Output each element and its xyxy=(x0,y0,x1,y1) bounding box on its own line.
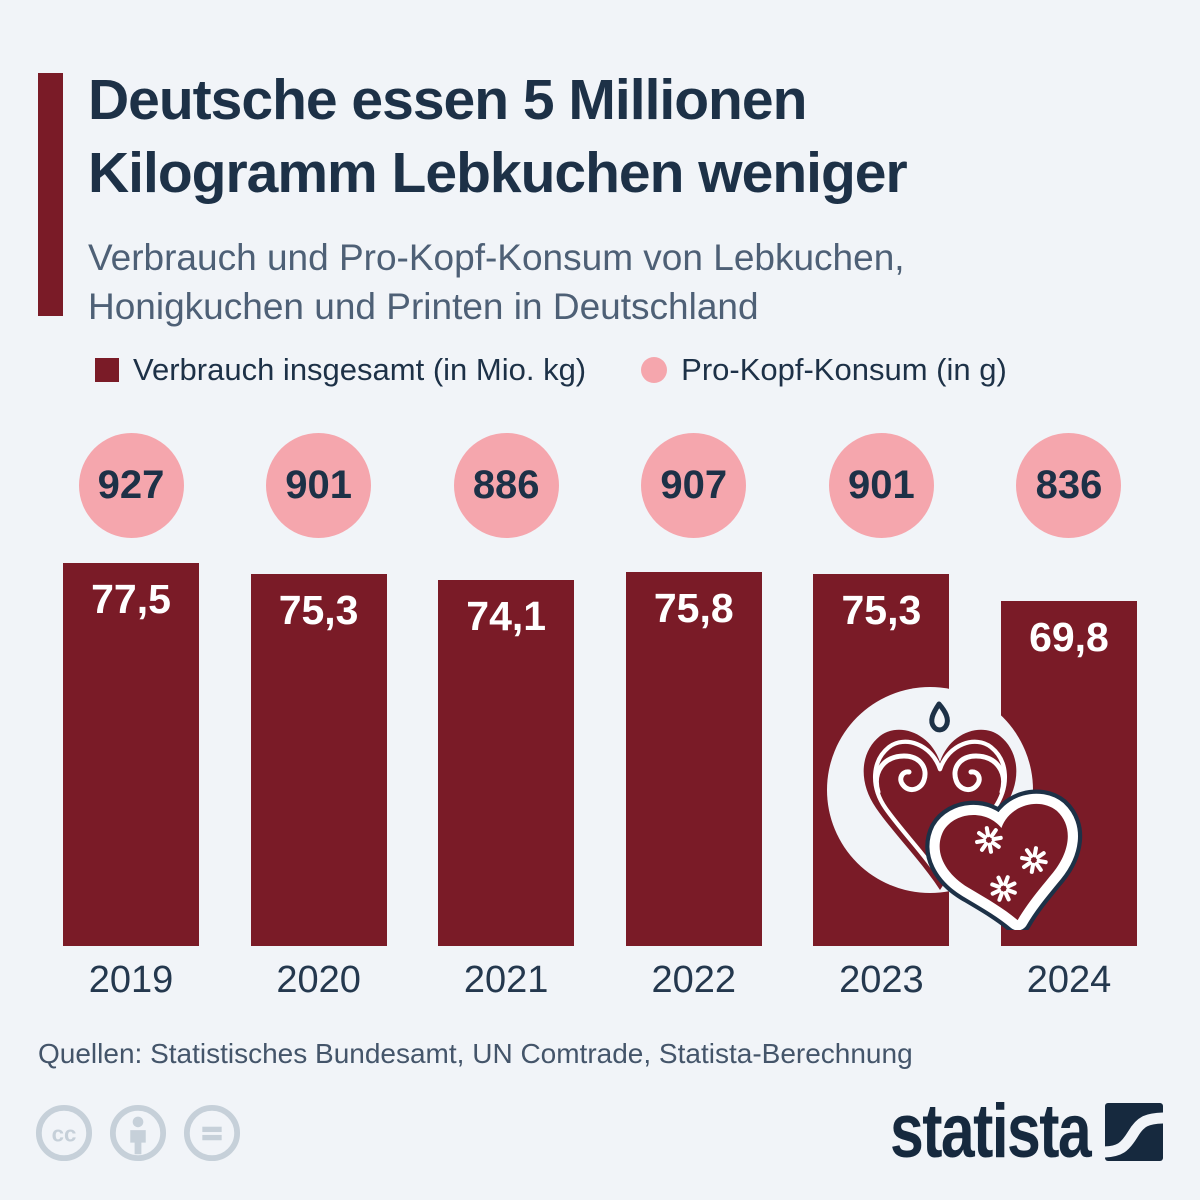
axis-year-label: 2021 xyxy=(463,959,549,1001)
legend-label-prokopf: Pro-Kopf-Konsum (in g) xyxy=(681,352,1007,387)
legend-square-swatch-icon xyxy=(95,358,119,382)
bubble-value: 886 xyxy=(472,463,540,507)
bar-value: 74,1 xyxy=(466,593,547,639)
page-title-line2: Kilogramm Lebkuchen weniger xyxy=(88,141,908,205)
per-capita-bubble: 927 xyxy=(78,433,184,538)
legend-label-verbrauch: Verbrauch insgesamt (in Mio. kg) xyxy=(133,352,587,387)
bar-value: 75,3 xyxy=(278,587,359,633)
axis-year-label: 2024 xyxy=(1026,959,1112,1001)
bar-chart: 927 77,5 2019 901 75,3 2020 886 74,1 202… xyxy=(63,433,1137,1002)
consumption-bar: 75,3 xyxy=(250,574,387,946)
page-title-line1: Deutsche essen 5 Millionen xyxy=(88,68,807,132)
per-capita-bubble: 901 xyxy=(828,433,934,538)
consumption-bar: 69,8 xyxy=(1000,601,1137,946)
bar-value: 75,8 xyxy=(653,585,734,631)
consumption-bar: 77,5 xyxy=(63,563,199,946)
chart-column-2022: 907 75,8 2022 xyxy=(625,433,762,1002)
bubble-value: 901 xyxy=(848,463,915,507)
chart-column-2023: 901 75,3 2023 xyxy=(813,433,950,1002)
statista-logo[interactable]: statista xyxy=(840,1094,1163,1170)
consumption-bar: 74,1 xyxy=(438,580,575,946)
axis-year-label: 2022 xyxy=(651,959,737,1001)
statista-wordmark: statista xyxy=(889,1089,1092,1174)
axis-year-label: 2020 xyxy=(276,959,361,1001)
consumption-bar: 75,3 xyxy=(813,574,950,946)
cc-license-badge[interactable]: cc xyxy=(35,1104,241,1162)
bubble-value: 907 xyxy=(660,463,728,507)
statista-mark-icon xyxy=(1105,1103,1163,1161)
per-capita-bubble: 907 xyxy=(641,433,747,538)
chart-legend: Verbrauch insgesamt (in Mio. kg) Pro-Kop… xyxy=(95,352,1007,388)
bar-value: 69,8 xyxy=(1029,614,1109,660)
axis-year-label: 2023 xyxy=(839,959,924,1001)
bar-value: 75,3 xyxy=(841,587,922,633)
bar-value: 77,5 xyxy=(91,576,171,622)
per-capita-bubble: 886 xyxy=(453,433,559,538)
bubble-value: 901 xyxy=(285,463,352,507)
chart-column-2020: 901 75,3 2020 xyxy=(250,433,387,1002)
chart-column-2024: 836 69,8 2024 xyxy=(1000,433,1137,1002)
per-capita-bubble: 836 xyxy=(1016,433,1122,538)
legend-item-verbrauch: Verbrauch insgesamt (in Mio. kg) xyxy=(95,352,586,388)
page-title: Deutsche essen 5 Millionen Kilogramm Leb… xyxy=(88,64,908,210)
legend-item-prokopf: Pro-Kopf-Konsum (in g) xyxy=(641,352,1007,388)
legend-circle-swatch-icon xyxy=(641,357,668,383)
title-accent-bar xyxy=(38,73,63,316)
axis-year-label: 2019 xyxy=(88,959,174,1001)
chart-column-2019: 927 77,5 2019 xyxy=(63,433,199,1002)
page-subtitle-line1: Verbrauch und Pro-Kopf-Konsum von Lebkuc… xyxy=(88,237,905,278)
consumption-bar: 75,8 xyxy=(625,572,762,946)
source-note: Quellen: Statistisches Bundesamt, UN Com… xyxy=(38,1038,913,1069)
bubble-value: 836 xyxy=(1035,463,1103,507)
per-capita-bubble: 901 xyxy=(266,433,372,538)
svg-text:cc: cc xyxy=(52,1122,77,1147)
equals-icon[interactable] xyxy=(183,1104,241,1162)
attribution-icon[interactable] xyxy=(109,1104,167,1162)
page-subtitle: Verbrauch und Pro-Kopf-Konsum von Lebkuc… xyxy=(88,233,905,331)
cc-icon[interactable]: cc xyxy=(35,1104,93,1162)
page-subtitle-line2: Honigkuchen und Printen in Deutschland xyxy=(88,286,759,327)
chart-column-2021: 886 74,1 2021 xyxy=(438,433,575,1002)
bubble-value: 927 xyxy=(97,463,165,507)
